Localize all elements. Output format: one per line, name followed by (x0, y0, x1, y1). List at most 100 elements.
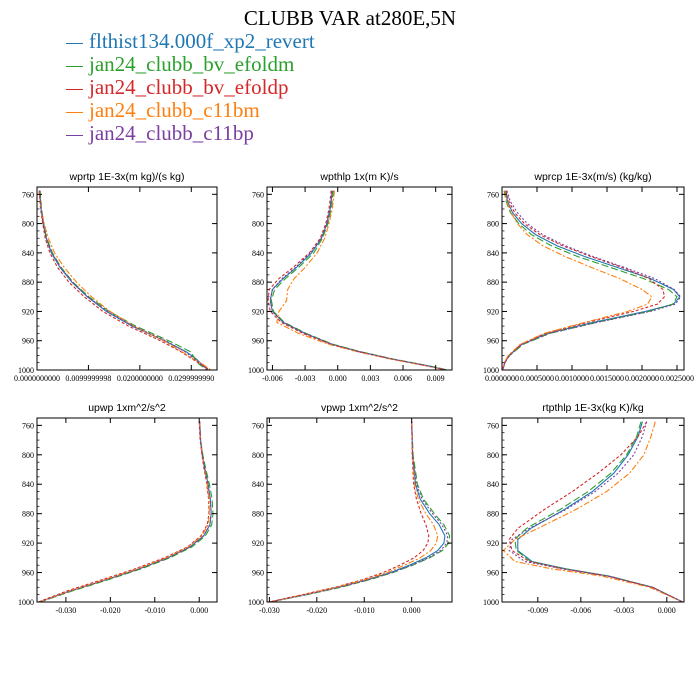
legend-swatch-1 (66, 42, 83, 44)
legend-swatch-5 (66, 134, 83, 136)
series-line-3-5 (502, 190, 682, 370)
series-line-6-5 (508, 421, 683, 602)
series-line-2-3 (267, 190, 446, 370)
x-tick-label-3-2: 0.0005000 (520, 374, 554, 383)
x-tick-label-5-1: -0.030 (259, 606, 280, 615)
series-line-5-1 (269, 421, 446, 602)
series-line-5-3 (268, 421, 430, 602)
chart-title-3: wprcp 1E-3x(m/s) (kg/kg) (533, 171, 651, 183)
x-tick-label-6-3: -0.003 (613, 606, 634, 615)
x-tick-label-1-4: 0.0299999990 (168, 374, 214, 383)
chart-title-4: upwp 1xm^2/s^2 (88, 402, 166, 414)
x-tick-label-3-4: 0.0015000 (590, 374, 624, 383)
y-tick-label-2-6: 960 (252, 337, 264, 346)
series-line-2-2 (270, 190, 448, 370)
chart-panel-5: vpwp 1xm^2/s^27608008408809209601000-0.0… (248, 402, 453, 615)
y-tick-label-3-3: 840 (487, 249, 499, 258)
chart-panel-4: upwp 1xm^2/s^2 760 800 840 880 920 960 1000 -0.0… (18, 402, 218, 615)
series-line-2-1 (269, 190, 447, 370)
x-tick-label-6-2: -0.006 (570, 606, 591, 615)
y-tick-label-6-2: 800 (487, 451, 499, 460)
series-line-4-5 (39, 421, 212, 602)
y-tick-label-3-5: 920 (487, 307, 499, 316)
y-tick-label-4-5: 920 (22, 539, 34, 548)
series-line-4-1 (39, 421, 212, 602)
y-tick-label-6-6: 960 (487, 569, 499, 578)
chart-title-5: vpwp 1xm^2/s^2 (321, 402, 398, 414)
y-tick-label-2-3: 840 (252, 249, 264, 258)
series-line-3-4 (502, 190, 653, 370)
y-tick-label-3-1: 760 (487, 190, 499, 199)
y-tick-label-3-2: 800 (487, 220, 499, 229)
x-tick-label-2-6: 0.009 (427, 374, 445, 383)
chart-panel-6: rtpthlp 1E-3x(kg K)/kg 760 800 840 880 920 960… (483, 402, 685, 615)
y-tick-label-6-3: 840 (487, 480, 499, 489)
legend-swatch-3 (66, 88, 83, 90)
chart-title-1: wprtp 1E-3x(m kg)/(s kg) (69, 171, 185, 183)
x-tick-label-2-3: 0.000 (329, 374, 347, 383)
series-line-1-4 (38, 190, 212, 370)
y-tick-label-6-1: 760 (487, 421, 499, 430)
legend-item-1: flthist134.000f_xp2_revert (66, 30, 315, 53)
x-tick-label-6-4: 0.000 (658, 606, 676, 615)
y-tick-label-5-3: 840 (252, 480, 264, 489)
y-tick-label-1-3: 840 (22, 249, 34, 258)
x-tick-label-4-3: -0.010 (144, 606, 165, 615)
chart-title-6: rtpthlp 1E-3x(kg K)/kg (542, 402, 644, 414)
legend-item-3: jan24_clubb_bv_efoldp (66, 76, 315, 99)
series-line-5-4 (269, 421, 439, 602)
y-tick-label-4-2: 800 (22, 451, 34, 460)
legend: flthist134.000f_xp2_revert jan24_clubb_b… (66, 30, 315, 145)
legend-item-5: jan24_clubb_c11bp (66, 122, 315, 145)
x-tick-label-2-1: -0.006 (262, 374, 283, 383)
y-tick-label-1-7: 1000 (18, 366, 34, 375)
y-tick-label-2-4: 880 (252, 278, 264, 287)
x-tick-label-1-1: 0.0000000000 (14, 374, 60, 383)
y-tick-label-4-7: 1000 (18, 598, 34, 607)
y-tick-label-2-2: 800 (252, 220, 264, 229)
y-tick-label-5-7: 1000 (248, 598, 264, 607)
series-line-2-4 (276, 190, 447, 370)
series-line-5-5 (269, 421, 449, 602)
plot-frame-6 (501, 417, 685, 603)
x-tick-label-6-1: -0.009 (527, 606, 548, 615)
y-tick-label-5-6: 960 (252, 569, 264, 578)
x-tick-label-2-5: 0.006 (394, 374, 412, 383)
y-tick-label-1-1: 760 (22, 190, 34, 199)
y-tick-label-5-1: 760 (252, 421, 264, 430)
x-tick-label-3-3: 0.0010000 (555, 374, 589, 383)
series-line-4-4 (39, 421, 210, 602)
y-tick-label-6-4: 880 (487, 510, 499, 519)
y-tick-label-4-1: 760 (22, 421, 34, 430)
y-tick-label-1-2: 800 (22, 220, 34, 229)
legend-item-4: jan24_clubb_c11bm (66, 99, 315, 122)
series-line-6-2 (514, 421, 683, 602)
legend-label-1: flthist134.000f_xp2_revert (89, 29, 315, 53)
chart-panel-1: wprtp 1E-3x(m kg)/(s kg) 760 800 840 880 920 9… (14, 171, 218, 383)
legend-swatch-2 (66, 65, 83, 67)
series-line-4-2 (39, 421, 214, 602)
x-tick-label-2-2: -0.003 (295, 374, 316, 383)
y-tick-label-3-4: 880 (487, 278, 499, 287)
y-tick-label-6-7: 1000 (483, 598, 499, 607)
x-tick-label-1-3: 0.0200000000 (117, 374, 163, 383)
legend-item-2: jan24_clubb_bv_efoldm (66, 53, 315, 76)
x-tick-label-2-4: 0.003 (361, 374, 379, 383)
series-line-6-1 (517, 421, 683, 602)
y-tick-label-4-4: 880 (22, 510, 34, 519)
y-tick-label-1-6: 960 (22, 337, 34, 346)
y-tick-label-6-5: 920 (487, 539, 499, 548)
y-tick-label-4-3: 840 (22, 480, 34, 489)
series-line-2-5 (269, 190, 447, 370)
chart-panel-3: wprcp 1E-3x(m/s) (kg/kg) 760 800 840 880 920 9… (483, 171, 694, 383)
x-tick-label-3-1: 0.0000000 (485, 374, 519, 383)
series-line-5-2 (270, 421, 451, 602)
figure-title: CLUBB VAR at280E,5N (243, 6, 457, 30)
x-tick-label-3-5: 0.0020000 (625, 374, 659, 383)
series-line-1-3 (38, 190, 211, 370)
legend-label-4: jan24_clubb_c11bm (89, 98, 260, 122)
x-tick-label-4-1: -0.030 (56, 606, 77, 615)
y-tick-label-5-5: 920 (252, 539, 264, 548)
plot-frame-1 (36, 186, 218, 371)
